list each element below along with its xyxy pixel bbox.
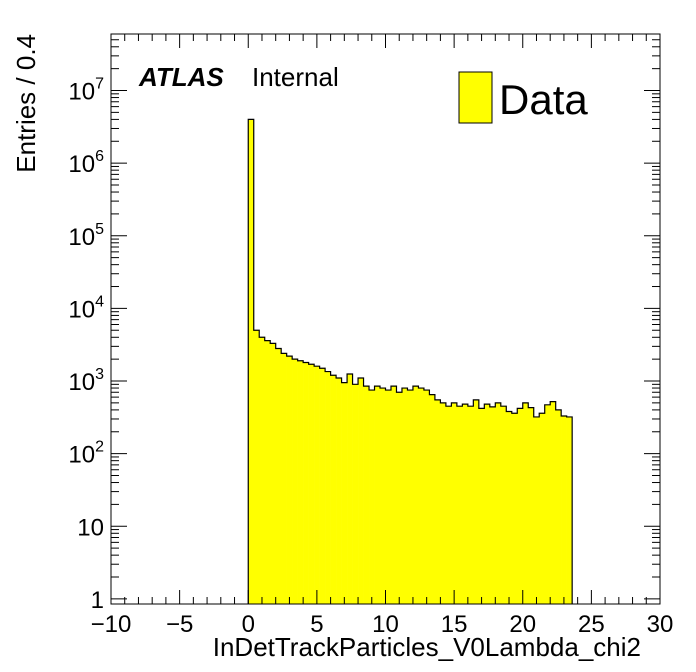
x-tick-label: 5	[310, 611, 323, 638]
histogram-bin	[259, 337, 266, 604]
histogram-bin	[522, 402, 529, 604]
x-tick-label: −10	[91, 611, 132, 638]
histogram-bin	[248, 119, 255, 604]
histogram-bin	[440, 402, 447, 604]
histogram-bin	[363, 386, 370, 604]
histogram-bin	[275, 348, 282, 604]
x-tick-label: 25	[578, 611, 605, 638]
histogram-bin	[555, 409, 562, 604]
histogram-bin	[347, 373, 353, 604]
histogram-bin	[506, 411, 513, 604]
histogram-bin	[418, 388, 425, 604]
histogram-bin	[390, 386, 397, 604]
histogram-bin	[319, 368, 326, 604]
histogram-bin	[358, 378, 364, 604]
histogram-bin	[292, 359, 298, 604]
histogram-bin	[341, 382, 348, 604]
histogram-bin	[401, 388, 408, 604]
y-tick-labels: 1 10 102 103 104 105 106 107	[68, 76, 104, 614]
axis-ticks	[110, 33, 661, 604]
histogram-outline	[247, 118, 573, 604]
histogram-bin	[253, 330, 260, 604]
histogram-bin	[308, 364, 315, 604]
histogram-bin	[511, 413, 518, 604]
histogram-bin	[467, 406, 474, 604]
histogram-bin	[429, 394, 436, 604]
legend-swatch-data	[458, 71, 493, 124]
y-tick-label: 10	[77, 514, 104, 541]
histogram-bin	[456, 406, 463, 604]
histogram-bin	[396, 392, 403, 604]
histogram-bin	[325, 371, 331, 604]
y-axis-title: Entries / 0.4	[11, 34, 41, 173]
histogram-bin	[478, 408, 485, 604]
x-axis-title: InDetTrackParticles_V0Lambda_chi2	[213, 632, 641, 662]
histogram-bin	[264, 340, 271, 604]
histogram-bin	[500, 406, 507, 604]
histogram-bin	[484, 404, 491, 604]
histogram-bin	[561, 415, 567, 604]
histogram-bin	[407, 390, 414, 604]
histogram-bin	[550, 401, 556, 604]
histogram-bin	[352, 384, 359, 604]
histogram-bin	[451, 402, 458, 604]
x-tick-labels: −10 −5 0 5 10 15 20 25 30	[91, 611, 674, 638]
histogram-bin	[412, 386, 419, 604]
x-tick-label: 30	[647, 611, 674, 638]
y-tick-label: 105	[68, 221, 104, 251]
histogram-bin	[434, 399, 441, 604]
y-tick-label: 103	[68, 366, 104, 396]
histogram-bin	[336, 378, 342, 604]
x-tick-label: 20	[509, 611, 536, 638]
legend-label-data: Data	[499, 76, 588, 123]
histogram-bin	[270, 343, 276, 604]
histogram-bin	[423, 390, 430, 604]
internal-label: Internal	[252, 62, 339, 92]
histogram-bin	[385, 390, 392, 604]
y-tick-label: 107	[68, 76, 104, 106]
y-tick-label: 104	[68, 293, 104, 323]
histogram-bin	[445, 406, 452, 604]
atlas-label: ATLAS	[138, 62, 224, 92]
histogram-bin	[528, 407, 535, 604]
histogram-bin	[286, 356, 293, 604]
y-tick-label: 102	[68, 439, 104, 469]
y-tick-label: 106	[68, 148, 104, 178]
histogram-bin	[369, 390, 375, 604]
histogram-bin	[330, 375, 337, 604]
histogram-bin	[544, 404, 551, 604]
histogram-bin	[533, 416, 540, 604]
histogram-bin	[462, 404, 469, 604]
histogram-bin	[489, 406, 496, 604]
histogram-bin	[281, 353, 287, 604]
histogram-bin	[539, 413, 546, 604]
histogram-bars	[247, 118, 573, 604]
histogram-bin	[314, 366, 320, 604]
histogram-bin	[303, 362, 309, 604]
histogram-bin	[566, 416, 573, 604]
x-tick-label: −5	[166, 611, 193, 638]
histogram-bin	[517, 408, 524, 604]
histogram-bin	[374, 386, 381, 604]
x-tick-label: 10	[372, 611, 399, 638]
histogram-bin	[473, 399, 480, 604]
histogram-bin	[380, 388, 386, 604]
histogram-bin	[297, 360, 304, 604]
histogram-bin	[495, 402, 502, 604]
x-tick-label: 0	[242, 611, 255, 638]
x-tick-label: 15	[441, 611, 468, 638]
y-tick-label: 1	[91, 587, 104, 614]
